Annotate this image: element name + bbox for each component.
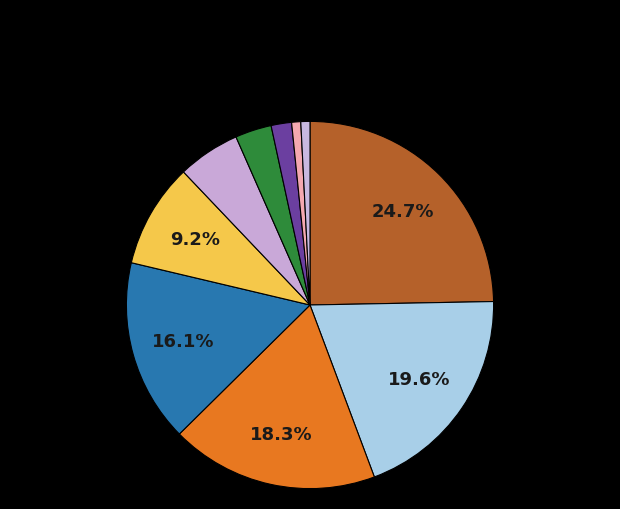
Wedge shape xyxy=(291,122,310,305)
Legend: £200k-£250k, £250k-£300k, £150k-£200k, £300k-£400k, £100k-£150k, £400k-£500k, £5: £200k-£250k, £250k-£300k, £150k-£200k, £… xyxy=(79,0,541,5)
Text: 9.2%: 9.2% xyxy=(170,231,220,249)
Text: 18.3%: 18.3% xyxy=(250,425,313,443)
Wedge shape xyxy=(271,123,310,305)
Text: 16.1%: 16.1% xyxy=(151,332,214,350)
Text: 19.6%: 19.6% xyxy=(388,371,451,388)
Wedge shape xyxy=(310,122,494,305)
Wedge shape xyxy=(301,122,310,305)
Wedge shape xyxy=(310,302,494,477)
Wedge shape xyxy=(179,305,374,489)
Wedge shape xyxy=(131,173,310,305)
Wedge shape xyxy=(184,138,310,305)
Wedge shape xyxy=(126,263,310,434)
Text: 24.7%: 24.7% xyxy=(371,202,434,220)
Wedge shape xyxy=(236,126,310,305)
